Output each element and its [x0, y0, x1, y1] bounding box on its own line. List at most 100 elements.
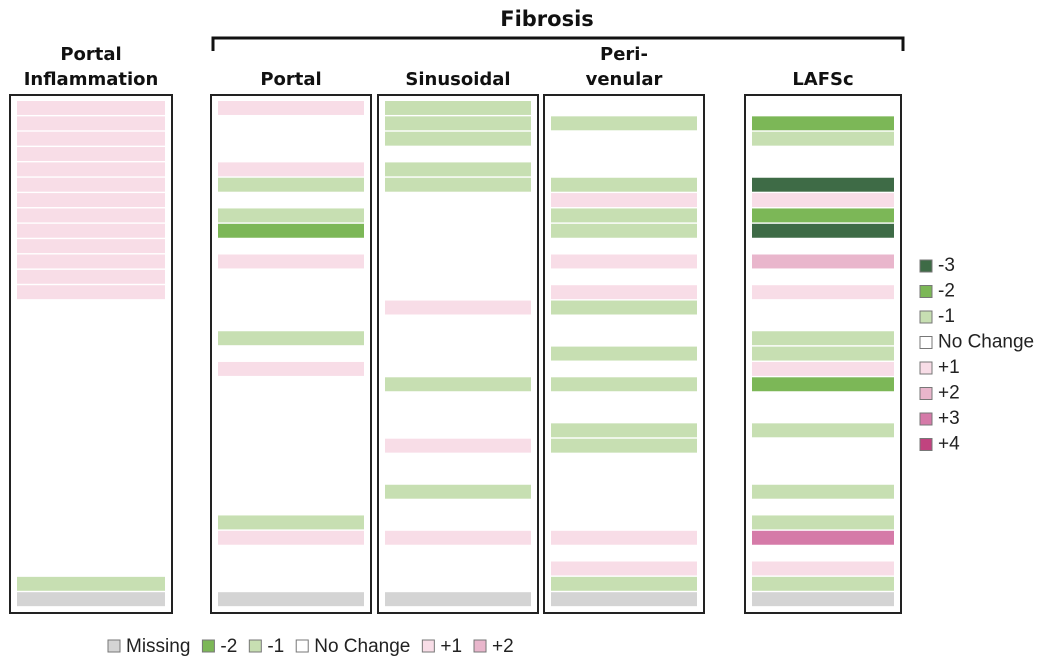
legend-label: +3 [938, 408, 960, 429]
legend-label: -1 [267, 636, 284, 657]
cell [17, 361, 165, 376]
cell [385, 269, 531, 284]
cell [385, 454, 531, 468]
cell [385, 116, 531, 131]
cell [551, 484, 697, 499]
legend-swatch [919, 336, 933, 349]
cell [752, 346, 894, 361]
legend-swatch [107, 639, 121, 653]
legend-label: -1 [938, 306, 955, 327]
cell [17, 223, 165, 238]
cell [551, 546, 697, 561]
cell [551, 315, 697, 330]
cell [218, 484, 364, 499]
cell [385, 392, 531, 407]
cell [385, 147, 531, 161]
cell [752, 377, 894, 392]
cell [752, 361, 894, 376]
cell [218, 285, 364, 300]
cell [17, 438, 165, 453]
cell [218, 576, 364, 591]
cell [17, 484, 165, 499]
cell [218, 147, 364, 161]
cell [385, 361, 531, 376]
cell [551, 254, 697, 269]
cell [385, 484, 531, 499]
cell [17, 469, 165, 484]
legend-swatch [919, 361, 933, 375]
cell [551, 147, 697, 161]
cell [551, 438, 697, 453]
cell [218, 454, 364, 468]
cell [752, 546, 894, 561]
cell [218, 177, 364, 192]
cell [385, 300, 531, 315]
cell [218, 208, 364, 223]
cell [385, 223, 531, 238]
cell [218, 223, 364, 238]
column-box [210, 94, 372, 614]
cell [551, 131, 697, 146]
column-label: venular [586, 69, 663, 90]
cell [752, 592, 894, 607]
cell [218, 530, 364, 545]
group-label: Fibrosis [500, 7, 594, 31]
column-box [9, 94, 173, 614]
cell [752, 331, 894, 346]
cell [752, 454, 894, 468]
legend-label: +1 [440, 636, 462, 657]
cell [752, 269, 894, 284]
cell [551, 346, 697, 361]
cell [752, 300, 894, 315]
cell [551, 331, 697, 346]
legend-swatch [919, 310, 933, 324]
cell [218, 162, 364, 177]
legend-swatch [919, 412, 933, 426]
cell [551, 561, 697, 576]
cell [385, 331, 531, 346]
cell [752, 576, 894, 591]
legend-swatch [421, 639, 435, 653]
cell [752, 162, 894, 177]
cell [385, 592, 531, 607]
cell [752, 515, 894, 530]
legend-label: No Change [938, 332, 1034, 353]
cell [17, 177, 165, 192]
cell [551, 208, 697, 223]
cell [385, 177, 531, 192]
cell [17, 285, 165, 300]
legend-swatch [248, 639, 262, 653]
cell [551, 177, 697, 192]
cell [17, 162, 165, 177]
legend-label: Missing [126, 636, 190, 657]
legend-swatch [473, 639, 487, 653]
cell [385, 193, 531, 208]
cell [551, 500, 697, 515]
column-box [744, 94, 902, 614]
cell [385, 408, 531, 422]
cell [17, 239, 165, 254]
cell [752, 408, 894, 422]
cell [385, 208, 531, 223]
column-label: Peri- [600, 44, 648, 65]
cell [551, 408, 697, 422]
cell [17, 193, 165, 208]
column-label: LAFSc [792, 69, 853, 90]
cell [385, 346, 531, 361]
cell [385, 315, 531, 330]
cell [551, 300, 697, 315]
cell [551, 469, 697, 484]
cell [551, 515, 697, 530]
cell [551, 423, 697, 438]
cell [17, 561, 165, 576]
cell [218, 469, 364, 484]
cell [385, 546, 531, 561]
cell [752, 254, 894, 269]
cell [17, 515, 165, 530]
cell [385, 162, 531, 177]
cell [752, 469, 894, 484]
cell [551, 162, 697, 177]
cell [218, 101, 364, 115]
cell [218, 131, 364, 146]
